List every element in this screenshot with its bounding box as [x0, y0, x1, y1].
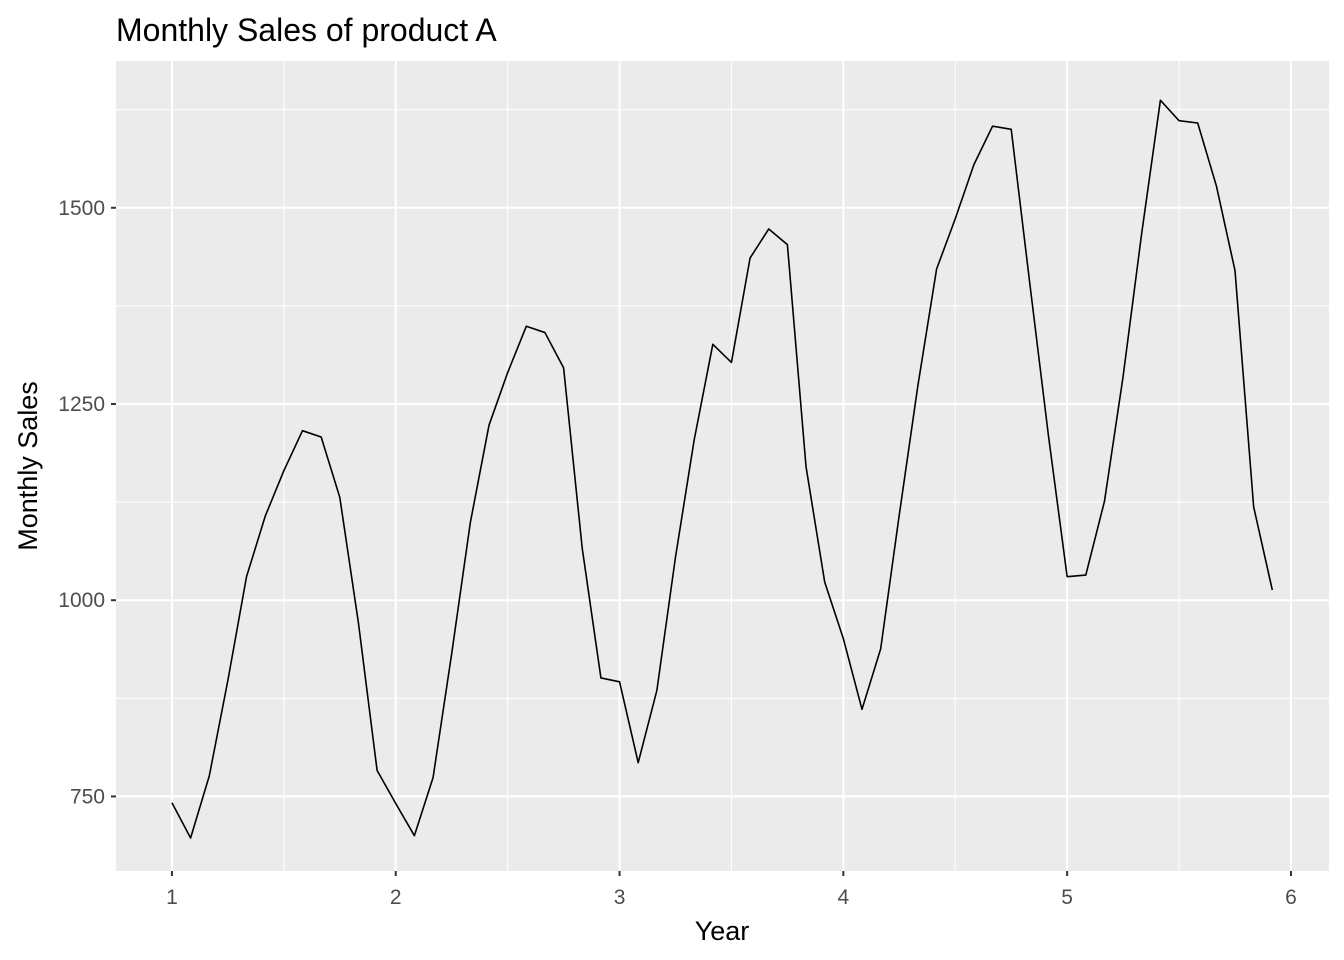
- x-tick-label: 4: [838, 886, 850, 909]
- x-axis: 1 2 3 4 5 6: [166, 871, 1297, 909]
- x-tick-label: 1: [166, 886, 178, 909]
- chart-title: Monthly Sales of product A: [116, 12, 497, 48]
- y-tick-label: 1000: [58, 589, 105, 612]
- x-tick-label: 3: [614, 886, 626, 909]
- x-tick-label: 2: [390, 886, 402, 909]
- y-tick-label: 1250: [58, 393, 105, 416]
- x-tick-label: 5: [1061, 886, 1073, 909]
- y-axis: 750 1000 1250 1500: [58, 197, 116, 808]
- plot-panel: [116, 61, 1329, 871]
- series-line: [171, 99, 1274, 839]
- grid-major: [116, 61, 1329, 871]
- x-axis-title: Year: [695, 916, 750, 946]
- x-tick-label: 6: [1285, 886, 1297, 909]
- y-tick-label: 750: [70, 785, 105, 808]
- y-axis-title: Monthly Sales: [13, 381, 43, 551]
- y-tick-label: 1500: [58, 197, 105, 220]
- grid-minor: [116, 61, 1329, 871]
